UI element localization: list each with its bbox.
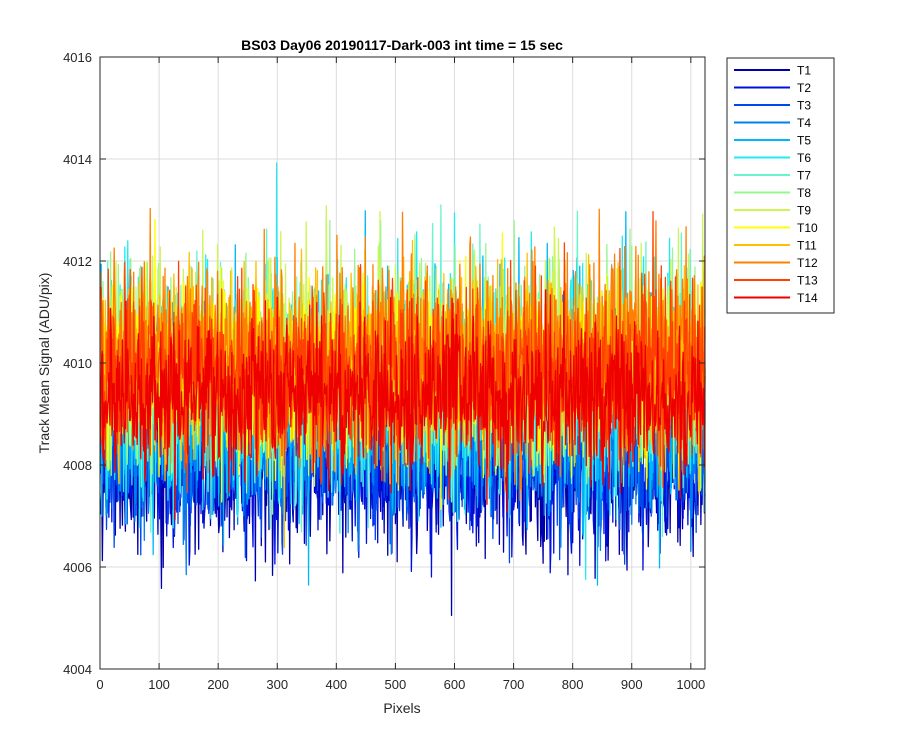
legend-box	[726, 57, 835, 314]
chart-title: BS03 Day06 20190117-Dark-003 int time = …	[241, 37, 563, 53]
plot-area: 0 100 200 300 400 500 600 700 800 900 1000 4004 4006…	[63, 50, 706, 692]
legend-label-t2: T2	[797, 81, 811, 95]
legend-label-t10: T10	[797, 221, 818, 235]
series-line-t13	[99, 210, 706, 494]
legend-label-t5: T5	[797, 134, 811, 148]
y-tick-label: 4014	[63, 152, 92, 167]
legend-label-t7: T7	[797, 169, 811, 183]
series-lines	[99, 162, 706, 616]
x-tick-label: 200	[207, 677, 229, 692]
legend-label-t8: T8	[797, 186, 811, 200]
y-tick-label: 4004	[63, 662, 92, 677]
x-tick-label: 0	[96, 677, 103, 692]
y-tick-label: 4010	[63, 356, 92, 371]
legend-label-t9: T9	[797, 204, 811, 218]
x-tick-label: 800	[562, 677, 584, 692]
y-tick-label: 4012	[63, 254, 92, 269]
x-tick-label: 600	[444, 677, 466, 692]
legend-label-t6: T6	[797, 151, 811, 165]
legend-label-t3: T3	[797, 99, 811, 113]
tick-marks	[99, 56, 705, 670]
legend-label-t13: T13	[797, 274, 818, 288]
x-tick-label: 700	[503, 677, 525, 692]
legend-label-t1: T1	[797, 64, 811, 78]
y-tick-label: 4016	[63, 50, 92, 65]
x-tick-label: 300	[266, 677, 288, 692]
legend: T1 T2 T3 T4 T5 T6 T7 T8 T9 T10 T11 T12 T13 T14	[726, 57, 835, 314]
x-tick-label: 1000	[676, 677, 705, 692]
legend-label-t11: T11	[797, 239, 817, 253]
legend-label-t4: T4	[797, 116, 811, 130]
x-axis-title: Pixels	[383, 700, 420, 716]
y-tick-label: 4008	[63, 458, 92, 473]
legend-label-t14: T14	[797, 291, 818, 305]
legend-items: T1 T2 T3 T4 T5 T6 T7 T8 T9 T10 T11 T12 T13 T14	[734, 64, 818, 305]
x-tick-label: 500	[385, 677, 407, 692]
y-axis-title: Track Mean Signal (ADU/pix)	[36, 273, 52, 454]
tick-labels: 0 100 200 300 400 500 600 700 800 900 1000 4004 4006…	[63, 50, 705, 692]
x-tick-label: 400	[325, 677, 347, 692]
x-tick-label: 100	[148, 677, 170, 692]
legend-label-t12: T12	[797, 256, 818, 270]
series-line-t3	[99, 317, 706, 565]
series-line-t14	[99, 289, 706, 521]
x-tick-label: 900	[621, 677, 643, 692]
y-tick-label: 4006	[63, 560, 92, 575]
